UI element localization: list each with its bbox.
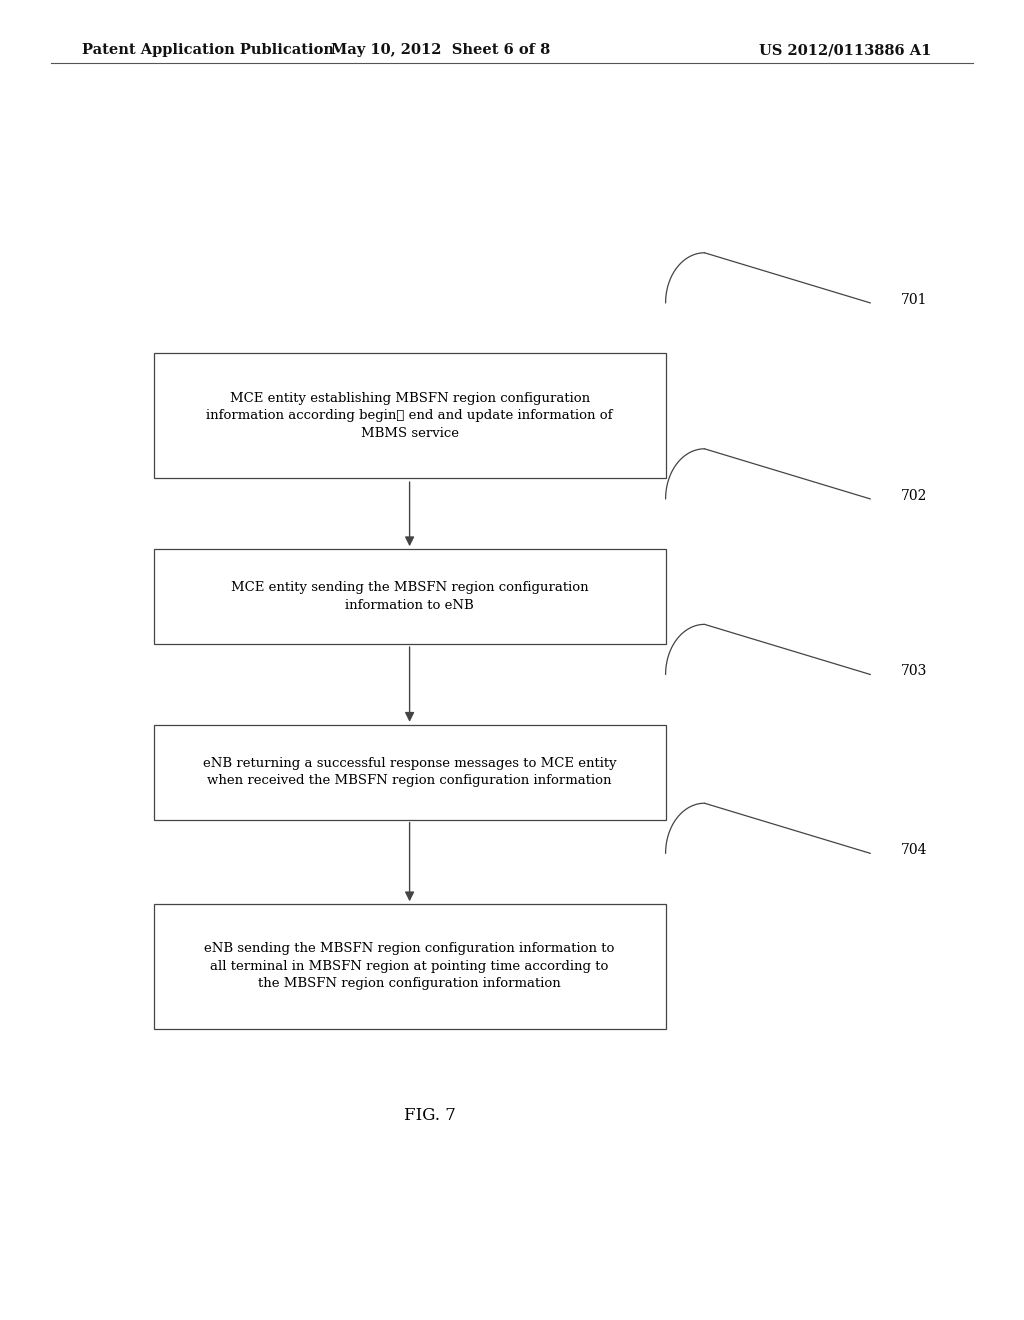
Text: eNB sending the MBSFN region configuration information to
all terminal in MBSFN : eNB sending the MBSFN region configurati… [205,942,614,990]
Text: MCE entity sending the MBSFN region configuration
information to eNB: MCE entity sending the MBSFN region conf… [230,581,589,612]
FancyBboxPatch shape [154,903,666,1030]
Text: 703: 703 [901,664,928,678]
FancyBboxPatch shape [154,725,666,820]
FancyBboxPatch shape [154,549,666,644]
Text: 704: 704 [901,843,928,858]
Text: eNB returning a successful response messages to MCE entity
when received the MBS: eNB returning a successful response mess… [203,756,616,788]
Text: 701: 701 [901,293,928,306]
Text: Patent Application Publication: Patent Application Publication [82,44,334,57]
Text: MCE entity establishing MBSFN region configuration
information according begin、 : MCE entity establishing MBSFN region con… [207,392,612,440]
FancyBboxPatch shape [154,352,666,478]
Text: 702: 702 [901,488,928,503]
Text: May 10, 2012  Sheet 6 of 8: May 10, 2012 Sheet 6 of 8 [331,44,550,57]
Text: FIG. 7: FIG. 7 [404,1107,456,1123]
Text: US 2012/0113886 A1: US 2012/0113886 A1 [760,44,932,57]
